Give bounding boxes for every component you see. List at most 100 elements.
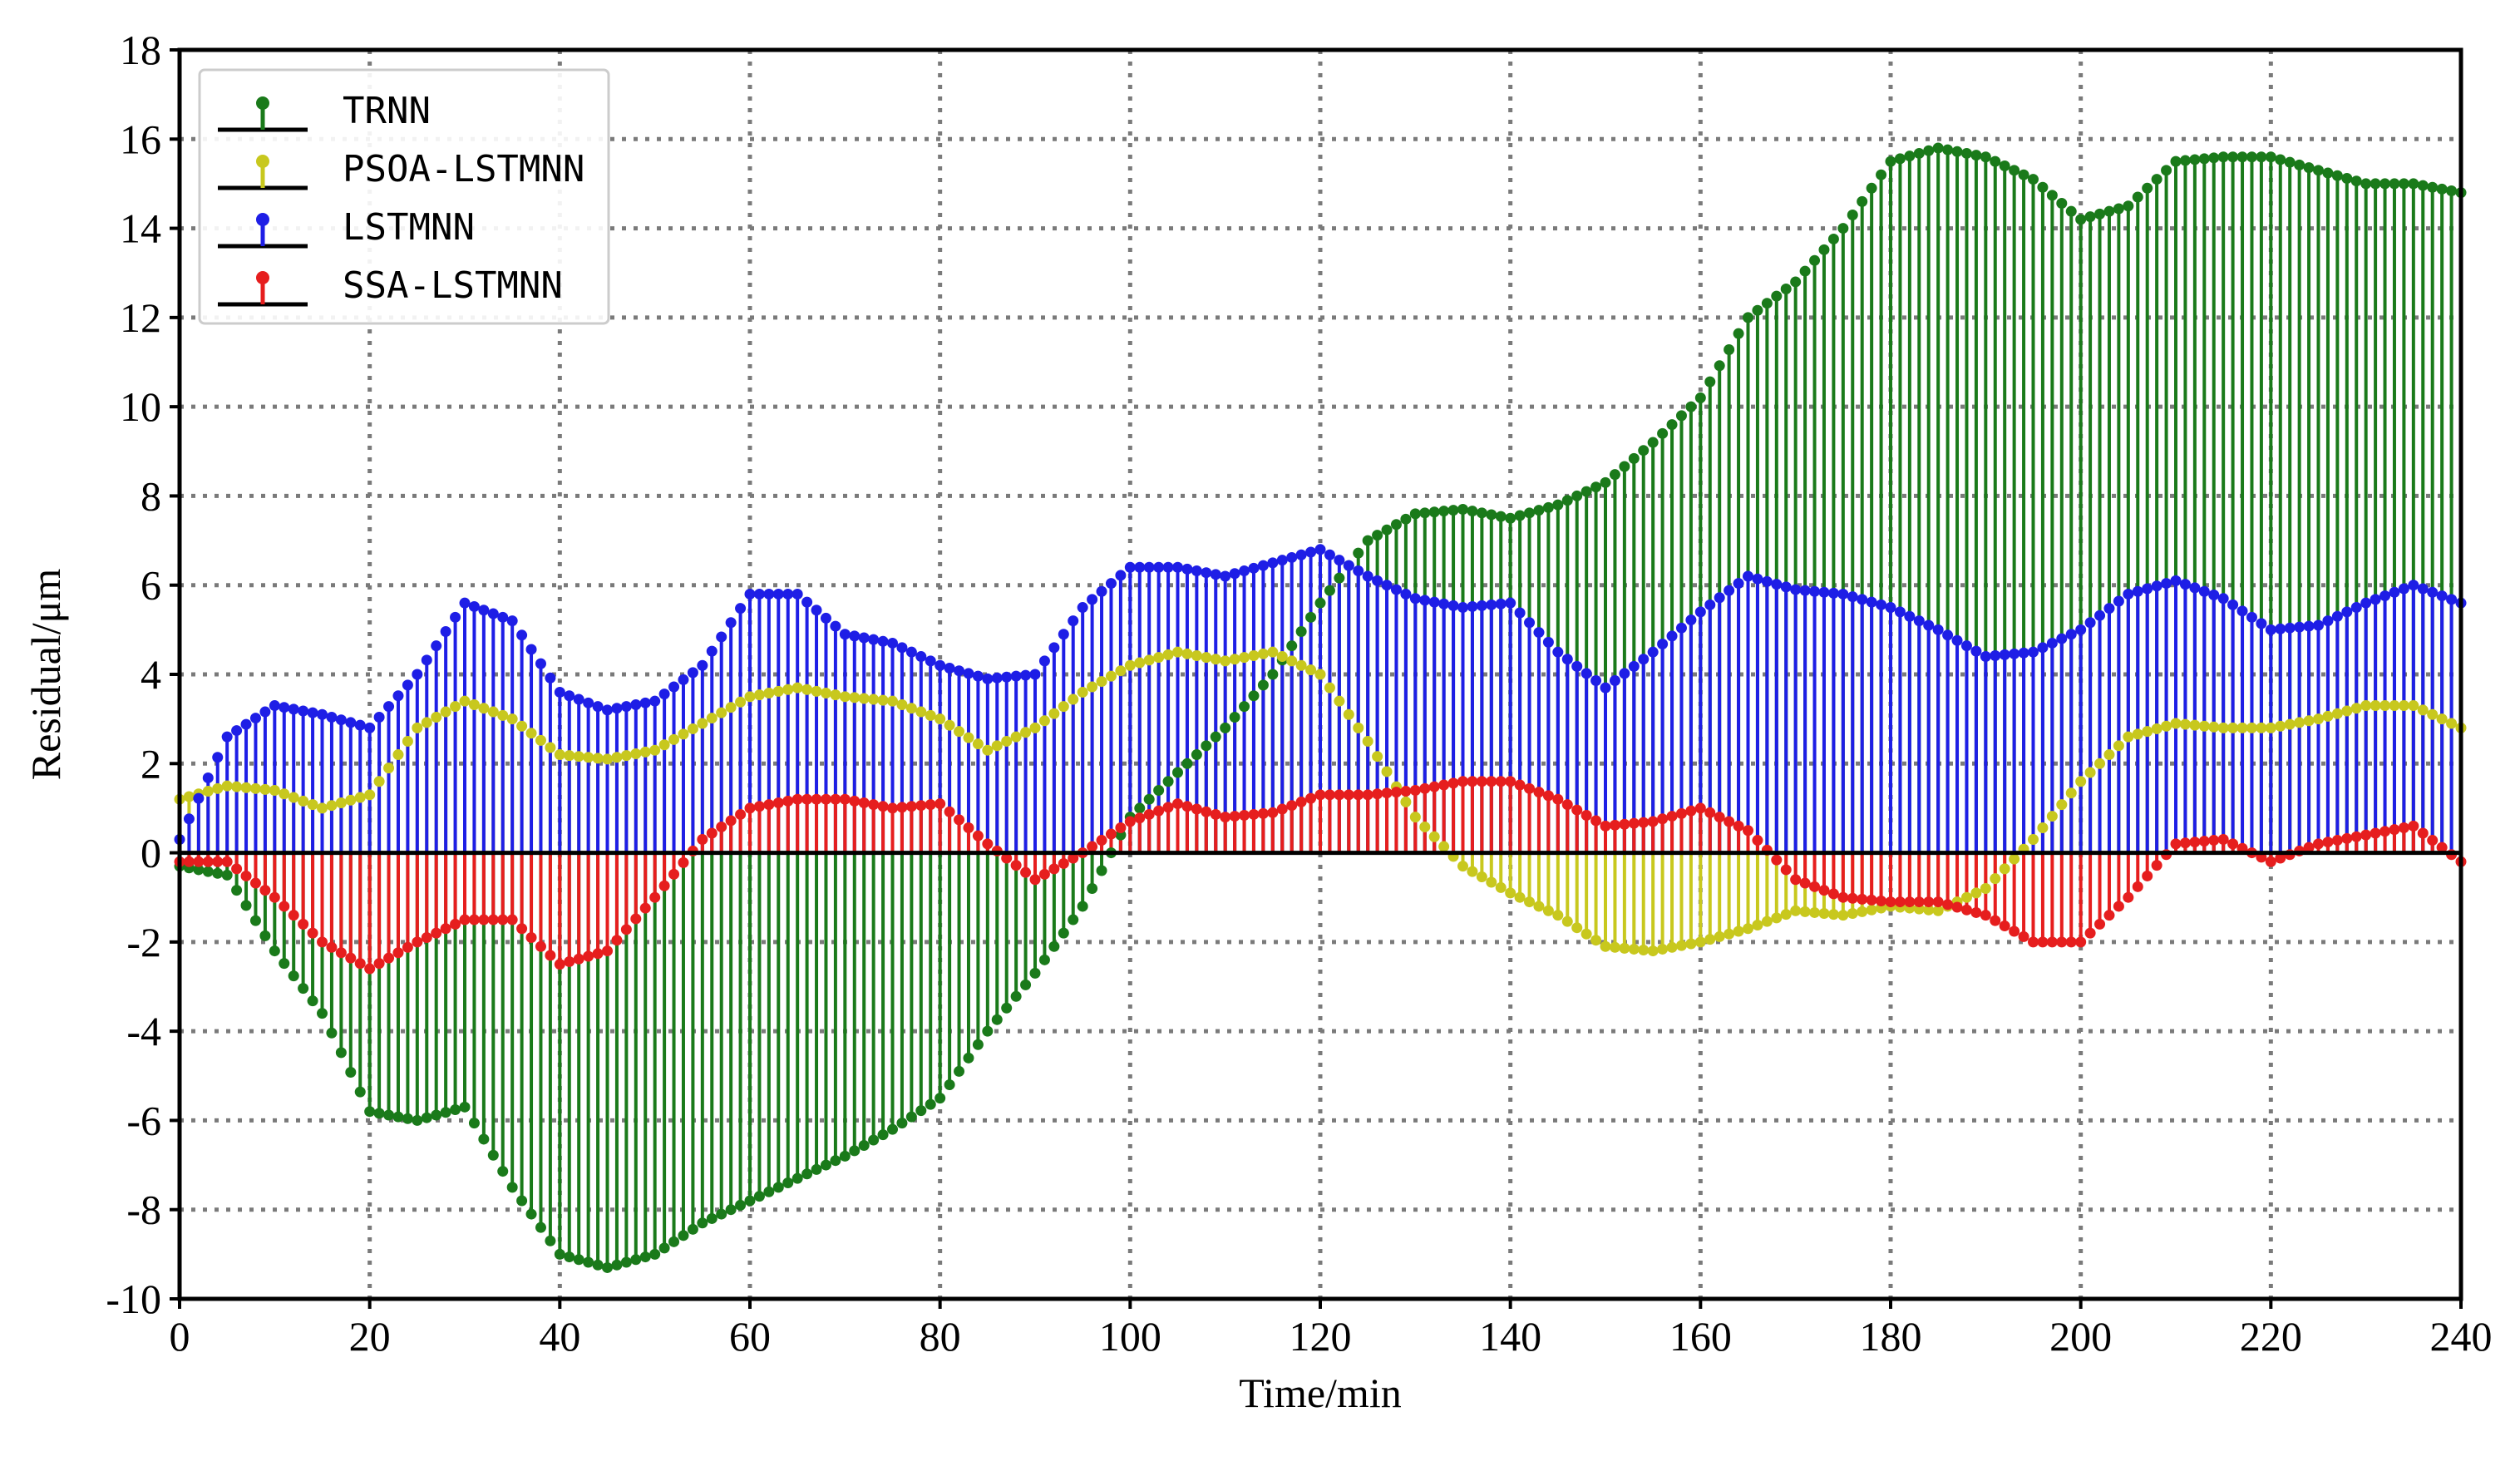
marker-trnn <box>2379 178 2391 190</box>
marker-trnn <box>421 1112 432 1123</box>
marker-psoa-lstmnn <box>2198 720 2210 732</box>
marker-psoa-lstmnn <box>1647 945 1659 957</box>
marker-ssa-lstmnn <box>1400 786 1412 797</box>
marker-psoa-lstmnn <box>1134 657 1146 669</box>
marker-ssa-lstmnn <box>1904 896 1916 908</box>
y-tick-label: -10 <box>106 1276 161 1322</box>
marker-trnn <box>1714 360 1725 372</box>
marker-ssa-lstmnn <box>468 914 480 925</box>
marker-trnn <box>1685 401 1697 412</box>
marker-trnn <box>383 1109 395 1121</box>
marker-psoa-lstmnn <box>212 782 224 794</box>
marker-trnn <box>1533 505 1545 516</box>
marker-psoa-lstmnn <box>1419 821 1431 832</box>
marker-psoa-lstmnn <box>402 735 413 747</box>
marker-lstmnn <box>2094 610 2106 621</box>
x-axis-label: Time/min <box>1239 1370 1401 1416</box>
marker-lstmnn <box>2161 578 2172 590</box>
marker-trnn <box>1866 182 1877 194</box>
marker-lstmnn <box>2303 620 2315 632</box>
marker-trnn <box>459 1101 471 1113</box>
marker-trnn <box>1172 767 1183 778</box>
marker-ssa-lstmnn <box>497 914 509 925</box>
marker-trnn <box>1743 312 1753 323</box>
marker-ssa-lstmnn <box>1381 787 1393 799</box>
marker-ssa-lstmnn <box>782 795 794 807</box>
marker-trnn <box>249 915 261 926</box>
marker-lstmnn <box>1096 585 1107 597</box>
marker-psoa-lstmnn <box>725 702 737 713</box>
marker-trnn <box>2284 156 2296 168</box>
marker-ssa-lstmnn <box>1942 899 1954 911</box>
marker-trnn <box>202 866 214 877</box>
marker-psoa-lstmnn <box>668 733 680 745</box>
marker-ssa-lstmnn <box>905 801 917 812</box>
marker-psoa-lstmnn <box>279 788 290 800</box>
marker-trnn <box>2142 182 2153 194</box>
marker-ssa-lstmnn <box>402 941 413 953</box>
marker-trnn <box>1761 298 1773 309</box>
marker-ssa-lstmnn <box>1362 789 1373 801</box>
legend-label: LSTMNN <box>343 206 475 249</box>
marker-trnn <box>2018 169 2029 180</box>
marker-psoa-lstmnn <box>1077 686 1088 698</box>
marker-ssa-lstmnn <box>231 863 243 875</box>
marker-psoa-lstmnn <box>1372 751 1383 763</box>
marker-psoa-lstmnn <box>1675 940 1687 951</box>
marker-psoa-lstmnn <box>944 719 955 731</box>
marker-lstmnn <box>915 651 927 663</box>
marker-lstmnn <box>925 655 936 667</box>
marker-trnn <box>1827 233 1839 244</box>
marker-trnn <box>678 1230 689 1241</box>
marker-trnn <box>373 1108 385 1119</box>
marker-ssa-lstmnn <box>1172 798 1183 810</box>
marker-trnn <box>1409 508 1421 520</box>
marker-lstmnn <box>1904 610 1916 622</box>
marker-trnn <box>525 1208 537 1220</box>
marker-ssa-lstmnn <box>1704 807 1716 818</box>
marker-lstmnn <box>2398 583 2409 595</box>
marker-trnn <box>915 1105 927 1117</box>
marker-ssa-lstmnn <box>1780 864 1792 876</box>
marker-trnn <box>2408 178 2419 190</box>
marker-lstmnn <box>2265 624 2276 635</box>
marker-psoa-lstmnn <box>772 685 784 697</box>
marker-lstmnn <box>1951 634 1963 646</box>
marker-lstmnn <box>1438 598 1450 610</box>
marker-ssa-lstmnn <box>678 856 689 868</box>
marker-trnn <box>1476 507 1487 519</box>
marker-lstmnn <box>1381 580 1393 591</box>
marker-lstmnn <box>753 588 765 600</box>
marker-trnn <box>1400 513 1412 525</box>
marker-trnn <box>2217 151 2229 163</box>
marker-ssa-lstmnn <box>2427 835 2439 846</box>
marker-psoa-lstmnn <box>1048 708 1060 719</box>
marker-lstmnn <box>1172 561 1183 573</box>
marker-trnn <box>1628 452 1640 464</box>
marker-psoa-lstmnn <box>1181 648 1193 659</box>
marker-ssa-lstmnn <box>2198 836 2210 847</box>
marker-psoa-lstmnn <box>2123 731 2134 743</box>
marker-ssa-lstmnn <box>820 793 831 805</box>
marker-ssa-lstmnn <box>1894 896 1906 908</box>
marker-ssa-lstmnn <box>1390 787 1402 798</box>
marker-lstmnn <box>1600 682 1611 693</box>
marker-ssa-lstmnn <box>2094 918 2106 930</box>
marker-psoa-lstmnn <box>487 706 499 718</box>
marker-psoa-lstmnn <box>1029 722 1041 733</box>
marker-psoa-lstmnn <box>516 720 528 732</box>
marker-trnn <box>412 1114 423 1126</box>
marker-lstmnn <box>1191 565 1202 577</box>
marker-lstmnn <box>2350 602 2362 614</box>
marker-psoa-lstmnn <box>1685 938 1697 950</box>
marker-trnn <box>1999 160 2010 171</box>
marker-lstmnn <box>354 719 366 731</box>
marker-psoa-lstmnn <box>450 701 461 713</box>
marker-ssa-lstmnn <box>944 806 955 817</box>
marker-trnn <box>2350 175 2362 187</box>
marker-psoa-lstmnn <box>269 784 280 796</box>
marker-psoa-lstmnn <box>1068 693 1079 705</box>
marker-trnn <box>1818 244 1830 255</box>
marker-trnn <box>972 1039 984 1050</box>
marker-psoa-lstmnn <box>1172 646 1183 658</box>
